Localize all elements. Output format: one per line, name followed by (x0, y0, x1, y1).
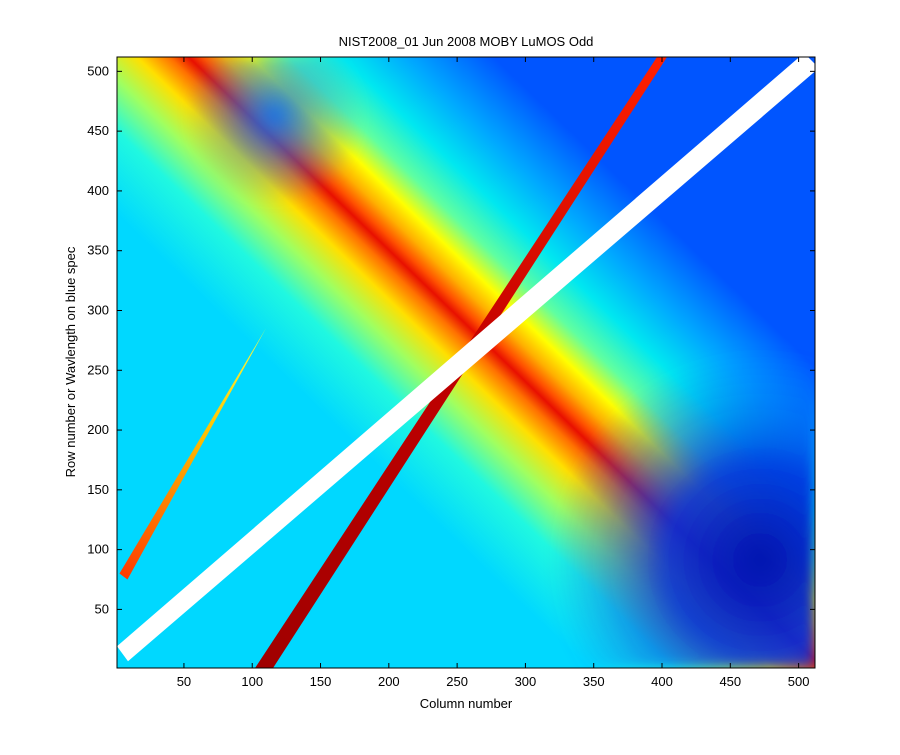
plot-area (117, 57, 815, 668)
x-tick-label: 400 (651, 674, 673, 689)
y-tick-label: 50 (95, 601, 109, 616)
x-tick-label: 50 (177, 674, 191, 689)
x-tick-label: 300 (515, 674, 537, 689)
x-tick-label: 150 (310, 674, 332, 689)
y-tick-label: 350 (87, 243, 109, 258)
x-tick-label: 450 (719, 674, 741, 689)
diagonal-mask (117, 57, 815, 662)
chart-title: NIST2008_01 Jun 2008 MOBY LuMOS Odd (339, 34, 594, 49)
x-tick-label: 200 (378, 674, 400, 689)
y-axis-label: Row number or Wavlength on blue spec (63, 246, 78, 477)
x-tick-label: 350 (583, 674, 605, 689)
y-tick-label: 450 (87, 123, 109, 138)
y-tick-label: 250 (87, 362, 109, 377)
x-axis: 50 100 150 200 250 300 350 400 450 500 (177, 57, 810, 689)
x-axis-label: Column number (420, 696, 513, 711)
y-axis: 50 100 150 200 250 300 350 400 450 500 (87, 63, 815, 616)
y-tick-label: 200 (87, 422, 109, 437)
y-tick-label: 500 (87, 63, 109, 78)
x-tick-label: 500 (788, 674, 810, 689)
y-tick-label: 400 (87, 183, 109, 198)
x-tick-label: 100 (241, 674, 263, 689)
y-tick-label: 150 (87, 482, 109, 497)
y-tick-label: 300 (87, 302, 109, 317)
plot-frame (116, 56, 816, 669)
ghost-streak-secondary (119, 328, 266, 580)
y-tick-label: 100 (87, 542, 109, 557)
x-tick-label: 250 (446, 674, 468, 689)
